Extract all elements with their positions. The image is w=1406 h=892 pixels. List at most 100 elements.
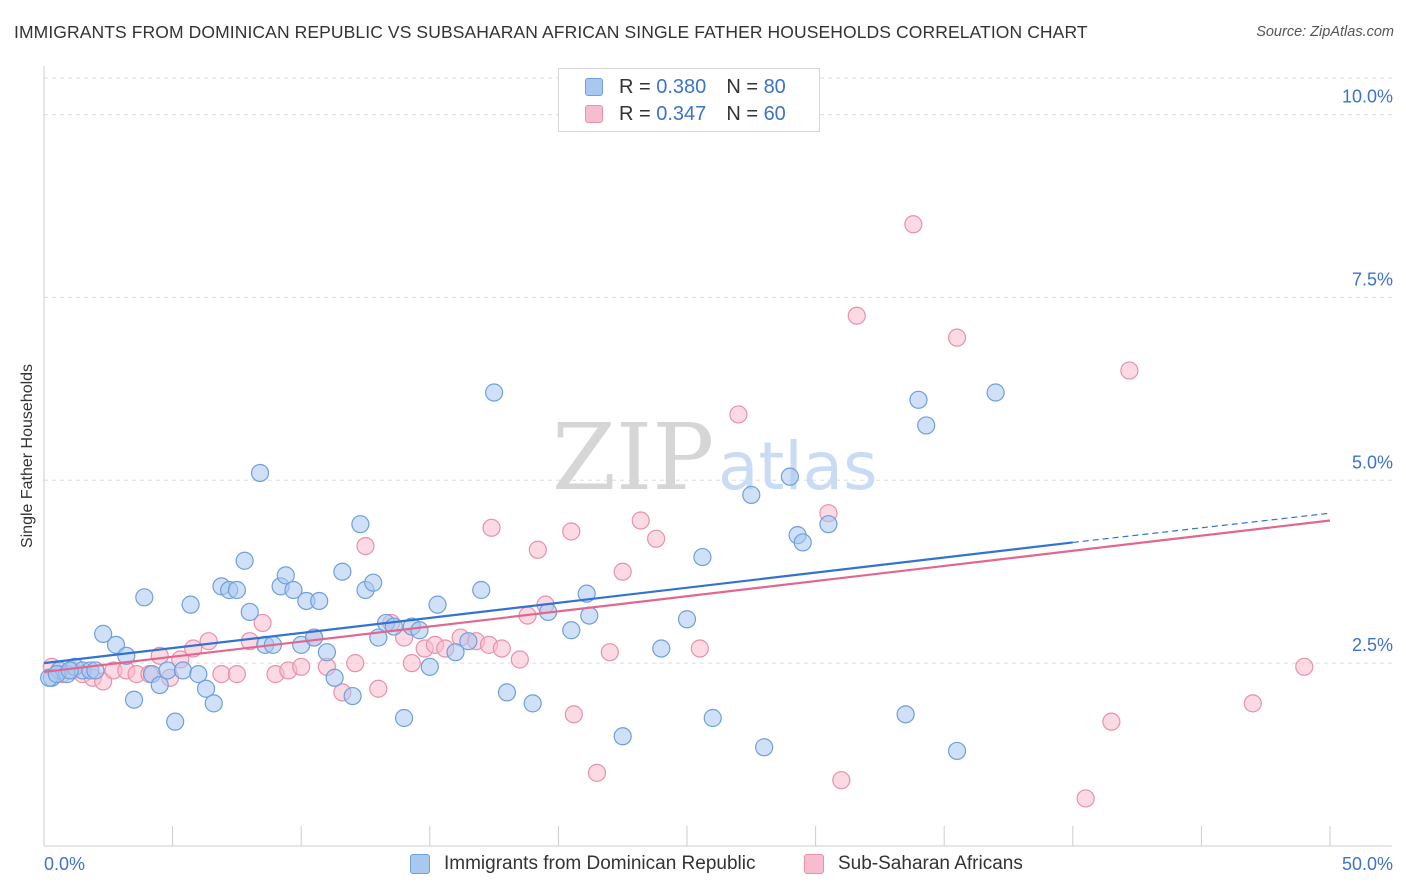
data-point-subsaharan	[600, 643, 619, 662]
legend-r-value: 0.347	[656, 102, 707, 125]
data-point-dominican	[150, 675, 169, 695]
watermark: ZIP atlas	[552, 404, 878, 511]
legend-swatch-pink	[585, 105, 603, 123]
legend-row-dominican: R = 0.380 N = 80	[585, 75, 786, 99]
grid-layer	[44, 77, 1392, 664]
data-point-dominican	[276, 566, 295, 585]
data-point-subsaharan	[346, 654, 365, 673]
bottom-legend-swatch-blue	[410, 854, 430, 874]
source-label: Source: ZipAtlas.com	[1256, 24, 1394, 40]
data-point-dominican	[420, 657, 439, 676]
data-point-dominican	[317, 643, 337, 662]
x-tick-label: 50.0%	[1342, 854, 1393, 874]
trendlines	[43, 512, 1331, 674]
data-point-dominican	[410, 621, 429, 640]
data-point-subsaharan	[212, 665, 231, 684]
data-point-subsaharan	[227, 665, 246, 684]
data-point-dominican	[158, 661, 177, 680]
legend-swatch-blue	[585, 78, 603, 96]
legend-r-label: R =	[619, 102, 651, 125]
y-tick-label: 10.0%	[1342, 87, 1393, 107]
data-point-dominican	[428, 595, 447, 614]
data-point-subsaharan	[647, 529, 666, 548]
legend-row-subsaharan: R = 0.347 N = 60	[585, 102, 786, 126]
data-point-dominican	[613, 727, 632, 746]
data-point-dominican	[703, 708, 722, 728]
data-point-dominican	[819, 515, 838, 534]
data-point-subsaharan	[402, 654, 421, 673]
data-point-subsaharan	[562, 522, 581, 541]
data-point-dominican	[917, 416, 936, 435]
legend-r-label: R =	[619, 75, 651, 98]
data-point-dominican	[986, 383, 1005, 402]
data-point-subsaharan	[369, 679, 388, 698]
data-point-dominican	[677, 610, 697, 629]
data-point-dominican	[343, 686, 362, 706]
data-point-subsaharan	[631, 511, 650, 530]
data-point-subsaharan	[150, 646, 169, 665]
data-point-subsaharan	[510, 650, 529, 669]
data-point-dominican	[117, 646, 136, 665]
data-point-subsaharan	[613, 562, 632, 581]
data-point-dominican	[497, 683, 517, 702]
data-point-dominican	[446, 643, 465, 662]
chart-title: IMMIGRANTS FROM DOMINICAN REPUBLIC VS SU…	[14, 22, 1088, 42]
data-point-dominican	[135, 588, 154, 607]
data-point-dominican	[652, 639, 671, 658]
data-point-dominican	[250, 463, 270, 483]
data-point-dominican	[780, 467, 799, 486]
data-point-subsaharan	[482, 518, 501, 537]
axis-layer	[43, 66, 1392, 847]
data-point-dominican	[523, 694, 542, 713]
data-point-subsaharan	[847, 306, 866, 325]
data-point-subsaharan	[587, 763, 607, 782]
data-point-subsaharan	[1120, 361, 1139, 380]
trendline-dominican	[43, 541, 1073, 665]
data-point-subsaharan	[356, 537, 375, 556]
data-point-dominican	[196, 679, 216, 698]
data-point-subsaharan	[1102, 712, 1121, 731]
data-point-dominican	[181, 595, 200, 614]
x-tick-label: 0.0%	[44, 854, 85, 874]
data-point-dominican	[94, 624, 113, 643]
data-point-subsaharan	[253, 613, 272, 633]
data-point-dominican	[351, 515, 370, 534]
data-point-dominican	[333, 562, 352, 581]
y-tick-label: 2.5%	[1352, 635, 1393, 655]
data-point-dominican	[189, 665, 208, 684]
data-point-dominican	[562, 621, 581, 640]
legend-n-label: N =	[726, 102, 758, 125]
data-point-dominican	[204, 694, 223, 713]
trendline-dominican-extension	[1072, 512, 1331, 544]
data-point-subsaharan	[492, 639, 511, 658]
data-point-dominican	[580, 606, 599, 625]
data-point-dominican	[325, 668, 344, 687]
data-point-dominican	[485, 383, 504, 402]
watermark-zip: ZIP	[552, 404, 714, 511]
data-point-subsaharan	[729, 405, 748, 424]
legend-n-value: 60	[763, 102, 786, 125]
data-point-dominican	[472, 580, 491, 600]
data-point-dominican	[742, 485, 761, 505]
data-point-dominican	[693, 547, 712, 567]
data-point-subsaharan	[199, 632, 218, 651]
data-point-dominican	[304, 628, 324, 647]
data-point-dominican	[310, 591, 329, 611]
data-point-dominican	[235, 551, 254, 570]
data-point-dominican	[394, 708, 414, 728]
legend-n-value: 80	[763, 75, 786, 98]
data-point-subsaharan	[292, 657, 311, 676]
tick-labels: 2.5% 5.0% 7.5% 10.0% 0.0% 50.0%	[44, 87, 1393, 874]
data-point-dominican	[240, 602, 259, 622]
data-point-dominican	[909, 390, 928, 409]
legend-r-value: 0.380	[656, 75, 707, 98]
data-point-subsaharan	[1243, 694, 1262, 713]
series-sub-saharan-africans	[42, 215, 1314, 808]
data-point-dominican	[284, 580, 303, 600]
series-dominican-republic	[40, 383, 1005, 761]
data-point-dominican	[896, 705, 915, 724]
legend-n-label: N =	[726, 75, 758, 98]
bottom-legend-label: Immigrants from Dominican Republic	[444, 853, 756, 874]
y-tick-label: 5.0%	[1352, 452, 1393, 472]
